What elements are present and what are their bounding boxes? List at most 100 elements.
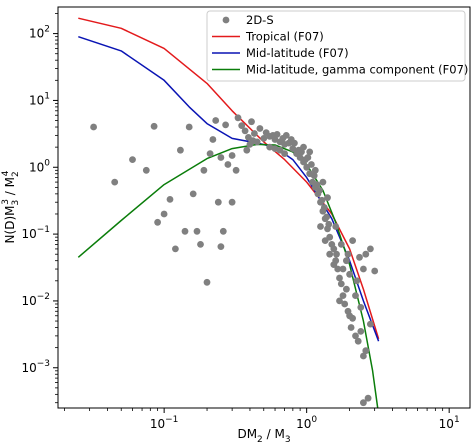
x-tick-base: 10 bbox=[150, 417, 165, 431]
x-tick-exp: −1 bbox=[165, 415, 178, 425]
scatter-point bbox=[206, 150, 214, 158]
scatter-point bbox=[282, 132, 290, 139]
scatter-point bbox=[316, 187, 323, 194]
scatter-point bbox=[260, 135, 268, 142]
scatter-point bbox=[304, 154, 312, 161]
scatter-point bbox=[343, 257, 350, 265]
y-tick-base: 10 bbox=[21, 361, 36, 375]
scatter-point bbox=[228, 152, 236, 159]
scatter-point bbox=[181, 227, 189, 235]
scatter-point bbox=[129, 156, 136, 164]
y-tick-label: 101 bbox=[29, 91, 50, 107]
legend-label: Tropical (F07) bbox=[245, 30, 324, 44]
scatter-point bbox=[160, 210, 168, 218]
scatter-point bbox=[352, 292, 359, 299]
y-tick-base: 10 bbox=[29, 93, 44, 107]
x-axis: 10−1 100 101 bbox=[64, 408, 460, 431]
y-axis-label-sub1: 3 bbox=[11, 200, 21, 206]
y-tick-label: 10−1 bbox=[21, 225, 50, 241]
scatter-point bbox=[349, 237, 356, 245]
scatter-point bbox=[217, 243, 225, 251]
scatter-point bbox=[353, 277, 361, 285]
y-axis-label-sup2: 4 bbox=[1, 170, 11, 176]
y-tick-label: 100 bbox=[29, 158, 50, 174]
x-tick-exp: 1 bbox=[454, 415, 460, 425]
scatter-point bbox=[354, 337, 362, 345]
scatter-point bbox=[362, 250, 370, 258]
scatter-point bbox=[308, 161, 315, 168]
y-tick-label: 10−2 bbox=[21, 292, 50, 308]
legend: 2D-S Tropical (F07) Mid-latitude (F07) Mid-… bbox=[206, 10, 468, 82]
scatter-point bbox=[357, 328, 365, 335]
scatter-point bbox=[224, 161, 232, 168]
scatter-point bbox=[318, 196, 326, 204]
scatter-point bbox=[289, 145, 297, 153]
scatter-point bbox=[330, 245, 338, 253]
legend-label: Mid-latitude, gamma component (F07) bbox=[246, 63, 468, 77]
scatter-point bbox=[349, 314, 356, 322]
scatter-point bbox=[241, 127, 249, 135]
y-tick-exp: 2 bbox=[44, 25, 50, 35]
scatter-point bbox=[219, 227, 227, 235]
x-axis-label: DM2 / M3 bbox=[237, 427, 290, 444]
scatter-point bbox=[193, 227, 201, 235]
scatter-point bbox=[360, 399, 367, 407]
scatter-point bbox=[311, 166, 319, 174]
scatter-point bbox=[197, 241, 204, 248]
scatter-point bbox=[300, 143, 307, 151]
x-tick-base: 10 bbox=[296, 417, 311, 431]
scatter-point bbox=[234, 114, 242, 122]
scatter-point bbox=[320, 204, 328, 211]
scatter-point bbox=[222, 121, 230, 129]
scatter-point bbox=[341, 300, 349, 308]
scatter-point bbox=[209, 136, 217, 143]
scatter-point bbox=[203, 278, 211, 286]
x-tick-label: 10−1 bbox=[150, 415, 179, 431]
scatter-point bbox=[337, 280, 345, 288]
scatter-point bbox=[273, 131, 281, 138]
scatter-point bbox=[291, 139, 298, 147]
legend-label: 2D-S bbox=[246, 13, 274, 27]
scatter-point bbox=[317, 223, 324, 230]
scatter-point bbox=[324, 194, 331, 202]
scatter-point bbox=[313, 181, 321, 189]
x-axis-label-base: DM bbox=[237, 427, 257, 441]
scatter-point bbox=[352, 332, 359, 340]
scatter-point bbox=[344, 250, 352, 258]
scatter-point bbox=[323, 213, 330, 221]
x-tick-exp: 0 bbox=[311, 415, 317, 425]
scatter-point bbox=[271, 145, 279, 153]
legend-box bbox=[206, 10, 466, 82]
scatter-point bbox=[332, 223, 340, 230]
y-tick-exp: −2 bbox=[37, 292, 50, 302]
y-tick-label: 102 bbox=[29, 25, 50, 41]
x-tick-label: 100 bbox=[296, 415, 317, 431]
y-tick-base: 10 bbox=[29, 27, 44, 41]
scatter-point bbox=[185, 123, 193, 131]
scatter-point bbox=[343, 285, 350, 293]
scatter-point bbox=[326, 250, 334, 258]
scatter-point bbox=[217, 154, 225, 161]
scatter-point bbox=[200, 166, 208, 174]
x-tick-label: 101 bbox=[439, 415, 460, 431]
scatter-point bbox=[364, 394, 372, 402]
x-axis-label-sub2: 3 bbox=[285, 435, 291, 444]
legend-marker bbox=[222, 16, 230, 24]
scatter-point bbox=[336, 274, 343, 282]
y-axis-label-base: N(D)M bbox=[3, 206, 17, 244]
scatter-point bbox=[346, 270, 353, 278]
scatter-point bbox=[371, 267, 379, 275]
scatter-point bbox=[111, 178, 119, 186]
x-tick-base: 10 bbox=[439, 417, 454, 431]
scatter-point bbox=[249, 137, 257, 145]
y-tick-base: 10 bbox=[21, 294, 36, 308]
y-tick-base: 10 bbox=[21, 227, 36, 241]
scatter-point bbox=[360, 352, 367, 360]
scatter-points bbox=[90, 114, 379, 407]
y-tick-exp: 1 bbox=[44, 91, 50, 101]
scatter-point bbox=[172, 245, 179, 253]
scatter-point bbox=[362, 347, 370, 355]
scatter-point bbox=[367, 320, 374, 328]
